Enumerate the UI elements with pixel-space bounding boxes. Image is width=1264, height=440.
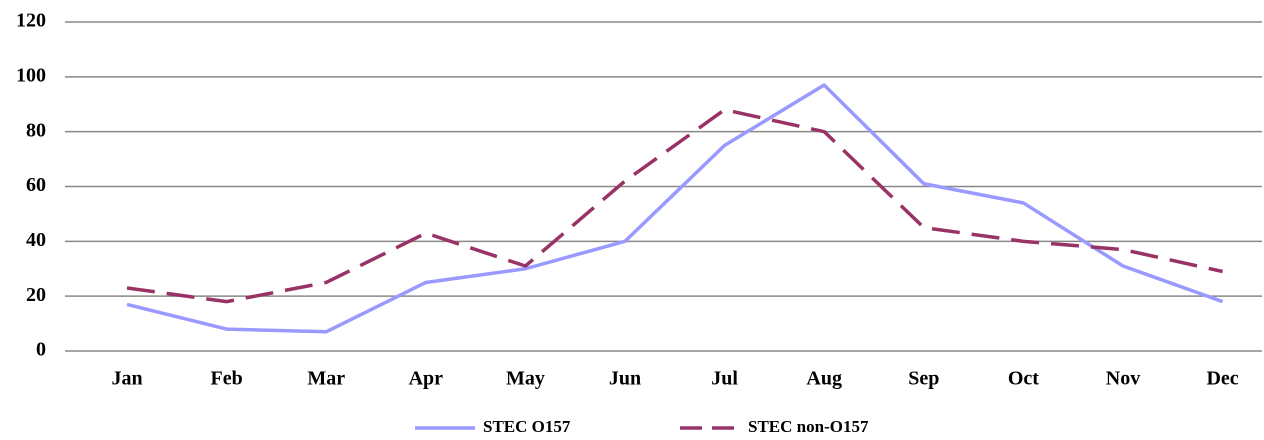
y-tick-label: 20 <box>26 284 46 306</box>
x-tick-label: Apr <box>409 368 444 390</box>
x-tick-label: Sep <box>908 368 939 390</box>
x-tick-label: Feb <box>210 368 242 390</box>
y-tick-label: 40 <box>26 229 46 251</box>
x-tick-label: Dec <box>1206 368 1238 390</box>
y-tick-label: 0 <box>36 339 46 361</box>
x-tick-label: Aug <box>806 368 842 390</box>
series-line <box>126 83 1224 334</box>
x-tick-label: Jan <box>111 368 142 390</box>
legend-label: STEC non-O157 <box>748 417 869 436</box>
y-tick-label: 60 <box>26 174 46 196</box>
x-tick-label: May <box>506 368 545 390</box>
series-line <box>126 107 1223 304</box>
legend-label: STEC O157 <box>483 417 571 436</box>
y-tick-label: 80 <box>26 119 46 141</box>
x-tick-label: Jun <box>609 368 641 390</box>
x-tick-label: Jul <box>711 368 738 390</box>
y-tick-label: 120 <box>16 10 46 32</box>
y-tick-label: 100 <box>16 64 46 86</box>
x-tick-label: Nov <box>1106 368 1140 390</box>
x-tick-label: Oct <box>1008 368 1039 390</box>
x-tick-label: Mar <box>307 368 345 390</box>
